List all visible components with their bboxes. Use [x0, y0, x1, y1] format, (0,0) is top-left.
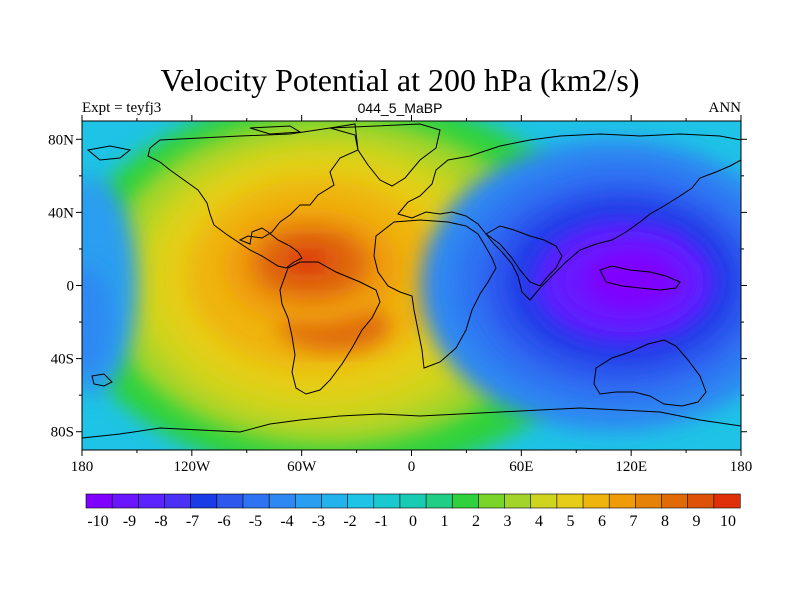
colorbar-label: 7 [630, 513, 638, 530]
colorbar-swatch [85, 493, 113, 509]
contour-level--10 [587, 252, 676, 308]
x-axis: 180 120W 60W 0 60E 120E 180 [71, 115, 753, 475]
colorbar-swatch [713, 493, 741, 509]
colorbar-label: 2 [472, 513, 480, 530]
colorbar-swatch [399, 493, 427, 509]
colorbar-swatch [478, 493, 506, 509]
chart-title: Velocity Potential at 200 hPa (km2/s) [160, 62, 640, 98]
colorbar-swatch [321, 493, 349, 509]
colorbar-swatch [504, 493, 532, 509]
y-axis: 80N 40N 0 40S 80S [48, 132, 747, 441]
colorbar-label: -3 [312, 513, 325, 530]
colorbar-label: -9 [123, 513, 136, 530]
coast-arctic-islands [86, 125, 302, 161]
experiment-label: Expt = teyfj3 [82, 100, 162, 116]
colorbar-swatch [451, 493, 479, 509]
colorbar-label: 1 [441, 513, 449, 530]
colorbar-swatch [190, 493, 218, 509]
colorbar-swatch [530, 493, 558, 509]
coast-greenland [329, 123, 441, 187]
colorbar-label: -10 [87, 513, 108, 530]
colorbar-swatch [608, 493, 636, 509]
colorbar-swatch [268, 493, 296, 509]
coast-north-america [147, 123, 359, 269]
colorbar-swatch [164, 493, 192, 509]
y-tick-label: 0 [67, 279, 75, 295]
colorbar-swatch [556, 493, 584, 509]
coast-antarctica [82, 407, 741, 439]
colorbar-label: 8 [661, 513, 669, 530]
x-tick-label: 120W [173, 459, 211, 475]
coastlines [82, 123, 741, 439]
x-tick-label: 180 [71, 459, 94, 475]
y-tick-label: 40S [51, 352, 74, 368]
colorbar-label: -5 [249, 513, 262, 530]
colorbar-swatch [582, 493, 610, 509]
colorbar-label: 0 [409, 513, 417, 530]
colorbar-label: -7 [186, 513, 199, 530]
potential-field [82, 121, 741, 450]
coast-eurasia [397, 133, 741, 301]
x-tick-label: 180 [730, 459, 753, 475]
season-label: ANN [708, 100, 742, 116]
colorbar-swatch [347, 493, 375, 509]
colorbar-label: -4 [280, 513, 293, 530]
colorbar-swatch [425, 493, 453, 509]
colorbar-swatch [661, 493, 689, 509]
coast-maritime-continent [599, 265, 681, 291]
colorbar-label: 5 [567, 513, 575, 530]
period-label: 044_5_MaBP [357, 100, 443, 116]
colorbar-swatch [111, 493, 139, 509]
colorbar-label: 9 [693, 513, 701, 530]
colorbar-swatch [373, 493, 401, 509]
colorbar-swatch [242, 493, 270, 509]
colorbar: -10 -9 -8 -7 -6 -5 -4 -3 -2 -1 0 1 2 3 4 5 6 7 8 9 10 [85, 493, 741, 530]
colorbar-label: -1 [375, 513, 388, 530]
coast-australia [593, 339, 707, 407]
colorbar-label: 4 [535, 513, 543, 530]
colorbar-label: -8 [154, 513, 167, 530]
colorbar-swatch [635, 493, 663, 509]
x-tick-label: 0 [408, 459, 416, 475]
y-tick-label: 80S [51, 425, 74, 441]
colorbar-label: 10 [720, 513, 736, 530]
colorbar-swatch [138, 493, 166, 509]
colorbar-label: -6 [217, 513, 230, 530]
x-tick-label: 60W [287, 459, 317, 475]
colorbar-label: 3 [504, 513, 512, 530]
x-tick-label: 120E [615, 459, 647, 475]
y-tick-label: 40N [48, 205, 74, 221]
y-tick-label: 80N [48, 132, 74, 148]
coast-south-america [279, 261, 381, 395]
colorbar-swatch [687, 493, 715, 509]
contour-level--4 [82, 267, 112, 377]
x-tick-label: 60E [509, 459, 533, 475]
colorbar-swatch [216, 493, 244, 509]
coast-africa [373, 219, 497, 369]
colorbar-label: 6 [598, 513, 606, 530]
colorbar-swatch [294, 493, 323, 509]
coast-new-zealand [91, 373, 113, 387]
colorbar-label: -2 [343, 513, 356, 530]
coast-arabia-india [485, 225, 563, 287]
